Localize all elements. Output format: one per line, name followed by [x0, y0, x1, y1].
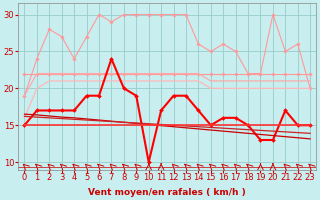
X-axis label: Vent moyen/en rafales ( km/h ): Vent moyen/en rafales ( km/h ): [88, 188, 246, 197]
